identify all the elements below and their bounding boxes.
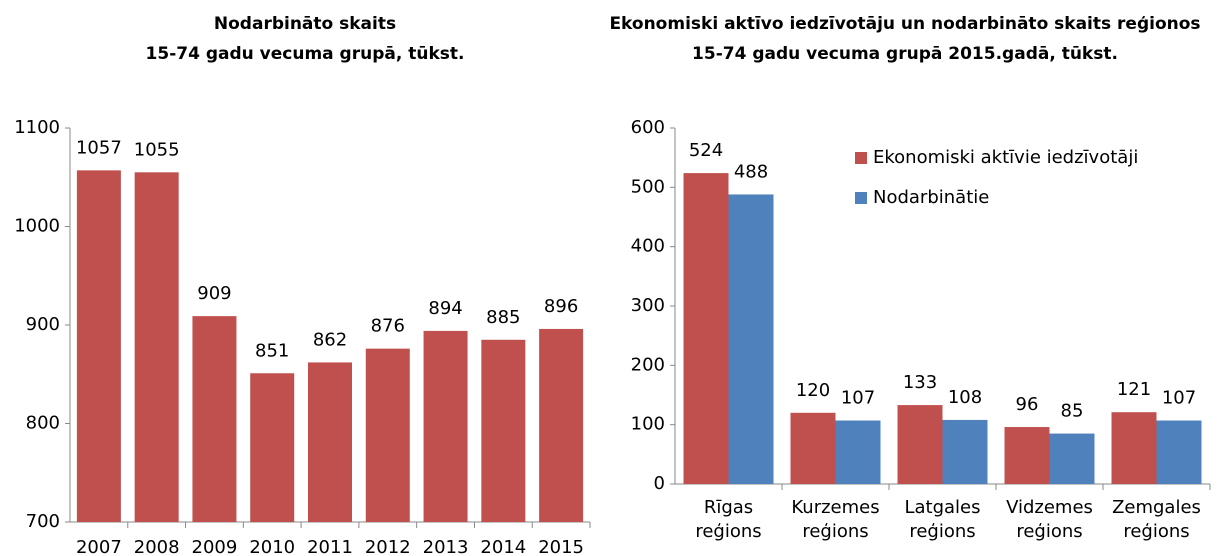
bar [481, 339, 526, 522]
chart-subtitle: 15-74 gadu vecuma grupā, tūkst. [146, 44, 465, 64]
chart-title: Ekonomiski aktīvo iedzīvotāju un nodarbi… [609, 14, 1200, 34]
y-tick-label: 800 [26, 413, 60, 434]
x-tick-label: 2010 [249, 537, 295, 556]
bar [250, 373, 295, 522]
bar [790, 412, 836, 484]
bar [728, 194, 774, 484]
y-tick-label: 300 [631, 295, 665, 316]
value-label: 909 [197, 283, 231, 304]
y-tick-label: 200 [631, 354, 665, 375]
legend-swatch [855, 152, 867, 164]
x-tick-label: 2011 [307, 537, 353, 556]
y-tick-label: 700 [26, 511, 60, 532]
bar [539, 328, 584, 522]
value-label: 85 [1061, 401, 1084, 422]
y-tick-label: 900 [26, 314, 60, 335]
bar [1156, 420, 1202, 484]
bar [308, 362, 352, 522]
legend-swatch [855, 192, 867, 204]
value-label: 488 [734, 161, 768, 182]
value-label: 108 [948, 387, 982, 408]
legend-label: Ekonomiski aktīvie iedzīvotāji [873, 147, 1138, 168]
bar [897, 405, 943, 484]
value-label: 1057 [76, 137, 122, 158]
x-tick-label: Zemgales reģions [1112, 497, 1201, 542]
x-tick-label: Latgales reģions [904, 497, 981, 542]
y-tick-label: 500 [631, 176, 665, 197]
x-tick-label: 2009 [192, 537, 238, 556]
value-label: 96 [1016, 394, 1039, 415]
bar [835, 420, 881, 484]
legend-label: Nodarbinātie [873, 187, 989, 208]
bar [1004, 427, 1050, 484]
x-tick-label: 2007 [76, 537, 122, 556]
value-label: 896 [544, 296, 578, 317]
chart-subtitle: 15-74 gadu vecuma grupā 2015.gadā, tūkst… [692, 44, 1118, 64]
value-label: 876 [371, 316, 405, 337]
x-tick-label: 2015 [538, 537, 584, 556]
bar [365, 348, 410, 522]
x-tick-label: 2014 [480, 537, 526, 556]
bar [683, 173, 729, 485]
value-label: 524 [689, 140, 723, 161]
value-label: 1055 [134, 139, 180, 160]
x-tick-label: Kurzemes reģions [791, 497, 880, 542]
y-tick-label: 0 [654, 473, 665, 494]
value-label: 862 [313, 329, 347, 350]
y-tick-label: 600 [631, 117, 665, 138]
value-label: 894 [428, 298, 462, 319]
x-tick-label: 2013 [423, 537, 469, 556]
value-label: 885 [486, 307, 520, 328]
bar [76, 170, 121, 523]
value-label: 107 [1162, 388, 1196, 409]
bar [1049, 433, 1095, 484]
x-tick-label: Rīgas reģions [695, 497, 762, 542]
y-tick-label: 1000 [14, 216, 60, 237]
y-tick-label: 100 [631, 414, 665, 435]
chart-title: Nodarbināto skaits [214, 14, 396, 34]
y-tick-label: 400 [631, 236, 665, 257]
value-label: 120 [796, 380, 830, 401]
bar [1111, 412, 1157, 484]
bar [134, 172, 179, 522]
x-tick-label: 2012 [365, 537, 411, 556]
value-label: 121 [1117, 379, 1151, 400]
value-label: 133 [903, 372, 937, 393]
y-tick-label: 1100 [14, 117, 60, 138]
value-label: 107 [841, 388, 875, 409]
bar [192, 316, 237, 522]
x-tick-label: Vidzemes reģions [1006, 497, 1093, 542]
bar [942, 419, 988, 484]
value-label: 851 [255, 340, 289, 361]
bar [423, 330, 468, 522]
x-tick-label: 2008 [134, 537, 180, 556]
